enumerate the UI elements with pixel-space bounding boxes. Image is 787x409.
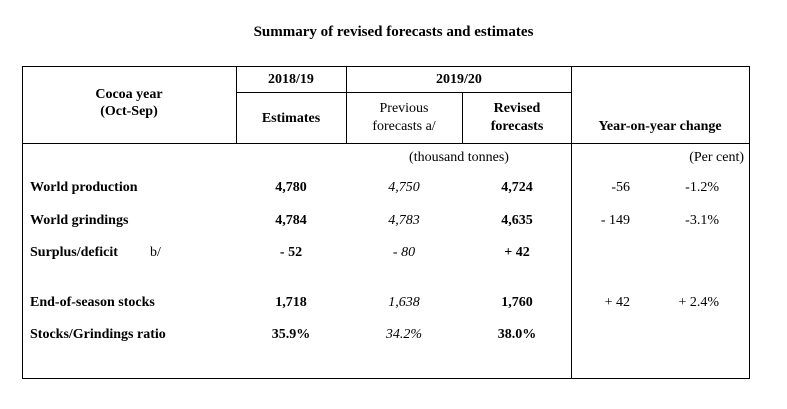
- cell-estimates: 4,784: [275, 213, 307, 228]
- table-border-bottom: [22, 378, 750, 379]
- table-border-top: [22, 66, 750, 67]
- header-season-2019: 2019/20: [436, 72, 482, 87]
- cell-change-pct: + 2.4%: [678, 295, 719, 310]
- column-divider-forecasts: [462, 92, 463, 144]
- cell-revised: 38.0%: [497, 327, 537, 342]
- table-border-right: [749, 66, 750, 379]
- unit-per-cent: (Per cent): [689, 150, 744, 165]
- cell-revised: 4,724: [501, 180, 533, 195]
- cell-previous: 34.2%: [385, 327, 423, 342]
- header-divider: [22, 143, 750, 144]
- row-label-end-of-season-stocks: End-of-season stocks: [30, 295, 155, 310]
- cell-revised: 1,760: [501, 295, 533, 310]
- season-subheader-line: [236, 92, 572, 93]
- header-estimates: Estimates: [261, 111, 321, 126]
- cell-change-abs: -56: [611, 180, 630, 195]
- unit-thousand-tonnes: (thousand tonnes): [409, 150, 509, 165]
- cell-revised: 4,635: [501, 213, 533, 228]
- header-season-2018: 2018/19: [268, 72, 314, 87]
- header-previous-forecasts: Previous: [379, 101, 429, 116]
- header-revised-forecasts: Revised: [493, 101, 541, 116]
- cell-estimates: 1,718: [275, 295, 307, 310]
- cell-estimates: 35.9%: [271, 327, 311, 342]
- column-divider-season: [346, 66, 347, 144]
- header-revised-forecasts-2: forecasts: [490, 119, 544, 134]
- cell-previous: 4,750: [388, 180, 420, 195]
- cell-estimates: 4,780: [275, 180, 307, 195]
- row-label-world-grindings: World grindings: [30, 213, 129, 228]
- cell-estimates: - 52: [279, 245, 303, 260]
- column-divider-label: [236, 66, 237, 144]
- cell-previous: - 80: [392, 245, 416, 260]
- table-border-left: [22, 66, 23, 379]
- header-cocoa-year: Cocoa year: [95, 87, 163, 102]
- cell-change-pct: -1.2%: [685, 180, 719, 195]
- cell-change-abs: - 149: [600, 213, 630, 228]
- row-label-world-production: World production: [30, 180, 138, 195]
- cell-change-abs: + 42: [604, 295, 630, 310]
- header-cocoa-year-period: (Oct-Sep): [100, 104, 158, 119]
- cell-revised: + 42: [504, 245, 530, 260]
- column-divider-change: [571, 66, 572, 379]
- cell-previous: 4,783: [388, 213, 420, 228]
- row-note-b: b/: [150, 245, 161, 260]
- row-label-surplus-deficit: Surplus/deficit: [30, 245, 118, 260]
- cell-change-pct: -3.1%: [685, 213, 719, 228]
- header-previous-forecasts-note: forecasts a/: [372, 119, 436, 134]
- header-year-on-year: Year-on-year change: [598, 119, 722, 134]
- row-label-stocks-grindings-ratio: Stocks/Grindings ratio: [30, 327, 166, 342]
- page-title: Summary of revised forecasts and estimat…: [253, 24, 534, 40]
- cell-previous: 1,638: [388, 295, 420, 310]
